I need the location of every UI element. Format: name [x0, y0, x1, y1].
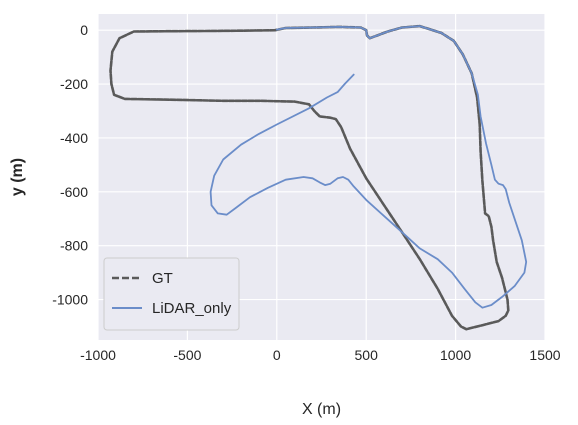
- series-layer: [109, 24, 528, 331]
- x-tick-label: 1000: [440, 347, 471, 363]
- legend-box: [103, 257, 240, 331]
- x-tick-label: 0: [273, 347, 281, 363]
- x-tick-label: -500: [173, 347, 201, 363]
- x-tick-label: 500: [355, 347, 379, 363]
- y-tick-label: -1000: [52, 292, 88, 308]
- grid: [97, 14, 546, 340]
- legend: GT LiDAR_only: [103, 257, 240, 331]
- y-tick-label: -800: [60, 238, 88, 254]
- series-line-lidar-only: [209, 25, 528, 309]
- legend-label-lidar-only: LiDAR_only: [152, 300, 232, 317]
- y-axis-label: y (m): [9, 158, 26, 196]
- legend-label-gt: GT: [152, 270, 173, 287]
- y-tick-label: 0: [80, 22, 88, 38]
- y-tick-label: -400: [60, 130, 88, 146]
- y-tick-labels: 0 -200 -400 -600 -800 -1000: [52, 22, 88, 307]
- y-tick-label: -200: [60, 76, 88, 92]
- x-tick-labels: -1000 -500 0 500 1000 1500: [80, 347, 561, 363]
- y-tick-label: -600: [60, 184, 88, 200]
- x-axis-label: X (m): [302, 401, 341, 418]
- x-tick-label: -1000: [80, 347, 116, 363]
- x-tick-label: 1500: [529, 347, 560, 363]
